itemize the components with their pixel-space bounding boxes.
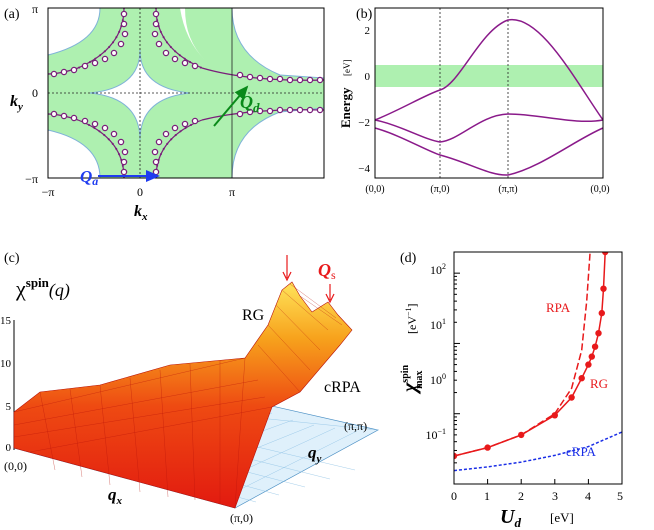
crpa-label: cRPA bbox=[566, 444, 596, 459]
rg-data-point bbox=[585, 361, 592, 368]
panel-c-ztick: 15 bbox=[0, 315, 12, 327]
panel-c-ztick: 10 bbox=[0, 358, 12, 370]
panel-a-ytick: −π bbox=[25, 172, 38, 186]
corner-origin-label: (0,0) bbox=[4, 459, 27, 473]
panel-b-ytick: 0 bbox=[365, 71, 371, 83]
panel-b-ytick: −2 bbox=[358, 117, 370, 129]
panel-b-xtick: (π,0) bbox=[430, 184, 449, 195]
panel-d-xtick: 0 bbox=[451, 489, 457, 503]
panel-a-ylabel: ky bbox=[10, 93, 23, 113]
panel-b: (b) 2 0 −2 −4 (0,0) (π,0) (π,π) (0,0) En… bbox=[338, 7, 610, 195]
panel-d-frame bbox=[453, 251, 623, 485]
rg-label: RG bbox=[590, 376, 608, 391]
series-line-crpa bbox=[454, 431, 622, 472]
rg-data-point bbox=[602, 252, 609, 256]
qa-label: Qa bbox=[80, 167, 98, 188]
rg-data-point bbox=[600, 285, 607, 292]
corner-pi0-label: (π,0) bbox=[230, 511, 253, 525]
panel-d-ytick: 100 bbox=[430, 372, 446, 387]
panel-d-xtick: 3 bbox=[552, 489, 558, 503]
panel-d-ticks bbox=[453, 251, 623, 485]
panel-d-series bbox=[454, 252, 622, 472]
qx-label: qx bbox=[108, 485, 123, 507]
panel-a-xtick: 0 bbox=[137, 185, 143, 199]
panel-c-title: χspin(q) bbox=[15, 275, 70, 301]
panel-d-label: (d) bbox=[400, 251, 417, 266]
band-curves bbox=[374, 19, 604, 176]
panel-a-label: (a) bbox=[4, 7, 20, 22]
series-line-rpa bbox=[454, 252, 591, 457]
panel-a-xlabel: kx bbox=[134, 203, 148, 223]
panel-d-xtick: 2 bbox=[518, 489, 524, 503]
qs-label: Qs bbox=[318, 260, 336, 282]
panel-d-ylabel: χspin max bbox=[399, 364, 425, 395]
panel-a-ytick: 0 bbox=[32, 86, 38, 100]
panel-b-ytick: 2 bbox=[365, 25, 371, 37]
series-line-rg bbox=[454, 252, 606, 457]
corner-pipi-label: (π,π) bbox=[344, 419, 367, 433]
panel-d: (d) 102 101 100 10−1 0 1 2 3 4 5 Ud [eV]… bbox=[399, 251, 623, 530]
panel-d-ytick: 102 bbox=[430, 262, 446, 277]
fermi-surface-plot bbox=[48, 8, 324, 178]
panel-a-xtick: −π bbox=[42, 185, 55, 199]
panel-d-xtick: 5 bbox=[617, 489, 623, 503]
panel-d-xunit: [eV] bbox=[550, 510, 574, 525]
panel-b-xtick: (π,π) bbox=[498, 184, 517, 195]
rg-data-point bbox=[591, 343, 599, 350]
panel-a-ytick: π bbox=[32, 2, 38, 16]
panel-b-ytick: −4 bbox=[358, 163, 370, 175]
panel-b-frame bbox=[374, 7, 604, 179]
panel-b-yunit: [eV] bbox=[342, 60, 352, 77]
panel-b-xtick: (0,0) bbox=[590, 184, 609, 195]
rg-data-point bbox=[568, 394, 575, 401]
rg-data-point bbox=[595, 330, 602, 337]
panel-c-label: (c) bbox=[4, 251, 20, 266]
panel-a-xtick: π bbox=[229, 185, 235, 199]
panel-c-ztick: 5 bbox=[6, 401, 12, 413]
panel-d-xtick: 4 bbox=[585, 489, 591, 503]
rg-surface-label: RG bbox=[242, 307, 265, 324]
energy-window-band bbox=[375, 65, 603, 87]
panel-d-xtick: 1 bbox=[484, 489, 490, 503]
rg-data-point bbox=[598, 309, 605, 317]
panel-b-xtick: (0,0) bbox=[365, 184, 384, 195]
crpa-surface-label: cRPA bbox=[324, 379, 361, 396]
panel-a-frame bbox=[47, 7, 325, 179]
rpa-label: RPA bbox=[546, 300, 571, 315]
qd-label: Qd bbox=[240, 92, 260, 115]
panel-d-yunit: [eV−1] bbox=[404, 303, 419, 334]
rg-data-point bbox=[551, 412, 558, 419]
panel-b-label: (b) bbox=[356, 7, 373, 22]
rg-data-point bbox=[578, 375, 585, 382]
qy-label: qy bbox=[308, 443, 322, 465]
rg-data-point bbox=[588, 353, 595, 360]
panel-c: (c) χspin(q) 15 10 5 0 RG cRPA Qs (0,0) … bbox=[0, 251, 379, 525]
panel-a: (a) bbox=[4, 2, 325, 223]
panel-d-ytick: 10−1 bbox=[425, 427, 446, 442]
panel-b-ylabel: Energy bbox=[338, 87, 353, 128]
panel-d-ytick: 101 bbox=[430, 317, 446, 332]
qd-arrow bbox=[213, 85, 249, 127]
panel-c-ztick: 0 bbox=[6, 442, 12, 454]
chi-spin-surface bbox=[13, 281, 353, 509]
panel-d-xlabel: Ud bbox=[500, 506, 521, 530]
